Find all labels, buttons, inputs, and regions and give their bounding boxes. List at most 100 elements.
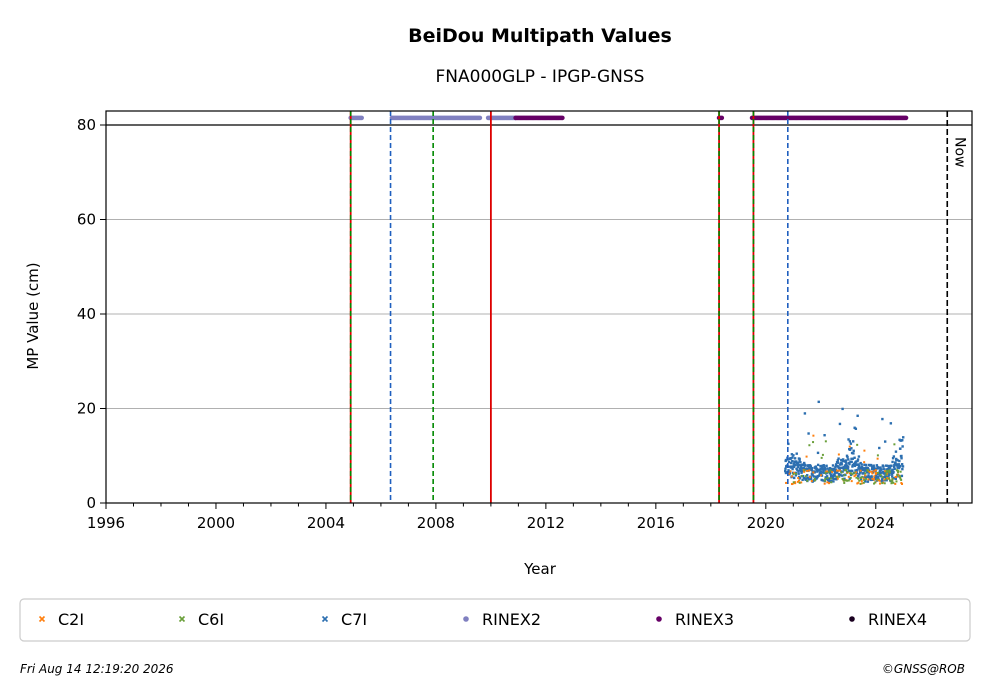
c7i-point: [840, 461, 843, 464]
c2i-point: [850, 480, 853, 483]
c7i-point: [853, 456, 856, 459]
rinex3-legend-marker: [656, 616, 662, 622]
c6i-point: [855, 476, 858, 479]
c2i-point: [810, 480, 813, 483]
c2i-point: [863, 449, 866, 452]
c7i-point: [829, 473, 833, 477]
legend-label-rinex2: RINEX2: [482, 610, 541, 629]
c6i-point: [808, 444, 811, 447]
c6i-point: [863, 478, 866, 481]
c7i-point: [830, 479, 833, 483]
c2i-point: [848, 472, 851, 475]
c7i-point: [821, 465, 825, 468]
c7i-point: [792, 476, 796, 480]
c7i-point: [875, 464, 879, 467]
x-tick-label: 2016: [637, 514, 675, 532]
c2i-point: [873, 475, 876, 478]
c6i-point: [798, 481, 801, 484]
legend-label-c6i: C6I: [198, 610, 224, 629]
c2i-point: [797, 477, 800, 480]
c6i-point: [824, 440, 827, 443]
c7i-point: [891, 468, 894, 471]
c6i-point: [897, 470, 900, 473]
c2i-point: [826, 481, 829, 484]
c2i-point: [790, 475, 793, 478]
c7i-point: [791, 467, 794, 471]
c7i-point: [832, 480, 835, 483]
c7i-point: [798, 464, 801, 467]
c7i-point: [864, 463, 868, 467]
c7i-point: [843, 477, 846, 480]
c2i-point: [883, 478, 886, 481]
c7i-point: [823, 434, 826, 437]
c7i-point: [831, 477, 834, 480]
c7i-point: [900, 474, 904, 478]
c7i-point: [847, 458, 850, 461]
c6i-point: [830, 477, 833, 480]
c7i-point: [790, 465, 793, 468]
c7i-point: [822, 464, 826, 468]
c2i-point: [878, 482, 881, 485]
c2i-point: [787, 472, 790, 475]
c2i-point: [876, 457, 879, 460]
c6i-point: [823, 479, 826, 482]
c7i-point: [855, 468, 859, 472]
c7i-point: [886, 464, 889, 467]
c7i-point: [816, 470, 819, 473]
legend-label-c7i: C7I: [341, 610, 367, 629]
c2i-point: [895, 475, 898, 478]
y-tick-label: 80: [77, 116, 96, 134]
c7i-point: [808, 466, 811, 469]
c6i-point: [883, 482, 886, 485]
c7i-point: [832, 467, 836, 471]
c2i-point: [808, 469, 811, 472]
c6i-point: [827, 471, 830, 474]
y-tick-label: 0: [86, 494, 96, 512]
c7i-point: [820, 467, 824, 470]
c2i-point: [864, 474, 867, 477]
c2i-point: [837, 453, 840, 456]
c6i-point: [881, 476, 884, 479]
c7i-point: [816, 474, 819, 478]
c6i-point: [792, 481, 795, 484]
c6i-point: [847, 479, 850, 482]
c7i-point: [854, 460, 858, 463]
c2i-point: [831, 470, 834, 473]
legend-label-c2i: C2I: [58, 610, 84, 629]
rinex2-dot: [359, 115, 364, 121]
c7i-point: [839, 473, 842, 477]
c7i-point: [796, 468, 799, 472]
c2i-point: [874, 473, 877, 476]
c6i-point: [813, 477, 816, 480]
c7i-point: [896, 466, 899, 469]
c7i-point: [849, 473, 853, 477]
c7i-point: [838, 422, 842, 426]
c6i-point: [843, 469, 846, 472]
c7i-point: [829, 475, 833, 479]
c7i-point: [885, 479, 888, 482]
c7i-point: [834, 468, 837, 472]
c6i-point: [898, 475, 901, 478]
c7i-point: [810, 473, 814, 476]
c7i-point: [821, 471, 824, 474]
c7i-point: [866, 475, 870, 479]
c7i-point: [857, 455, 861, 458]
c7i-point: [822, 468, 825, 471]
c2i-point: [793, 471, 796, 474]
c6i-point: [893, 443, 896, 446]
c7i-point: [836, 471, 839, 474]
c2i-point: [900, 481, 903, 484]
c2i-point: [837, 469, 840, 472]
c7i-point: [840, 474, 844, 477]
footer-credit: ©GNSS@ROB: [882, 662, 965, 676]
c6i-point: [885, 471, 888, 474]
c7i-point: [784, 467, 787, 470]
c2i-point: [856, 482, 859, 485]
c7i-point: [802, 466, 805, 470]
c7i-point: [811, 466, 814, 470]
c6i-point: [861, 475, 864, 478]
c7i-point: [901, 467, 904, 471]
c7i-point: [834, 464, 838, 468]
c7i-point: [856, 414, 859, 417]
c2i-point: [886, 477, 889, 480]
